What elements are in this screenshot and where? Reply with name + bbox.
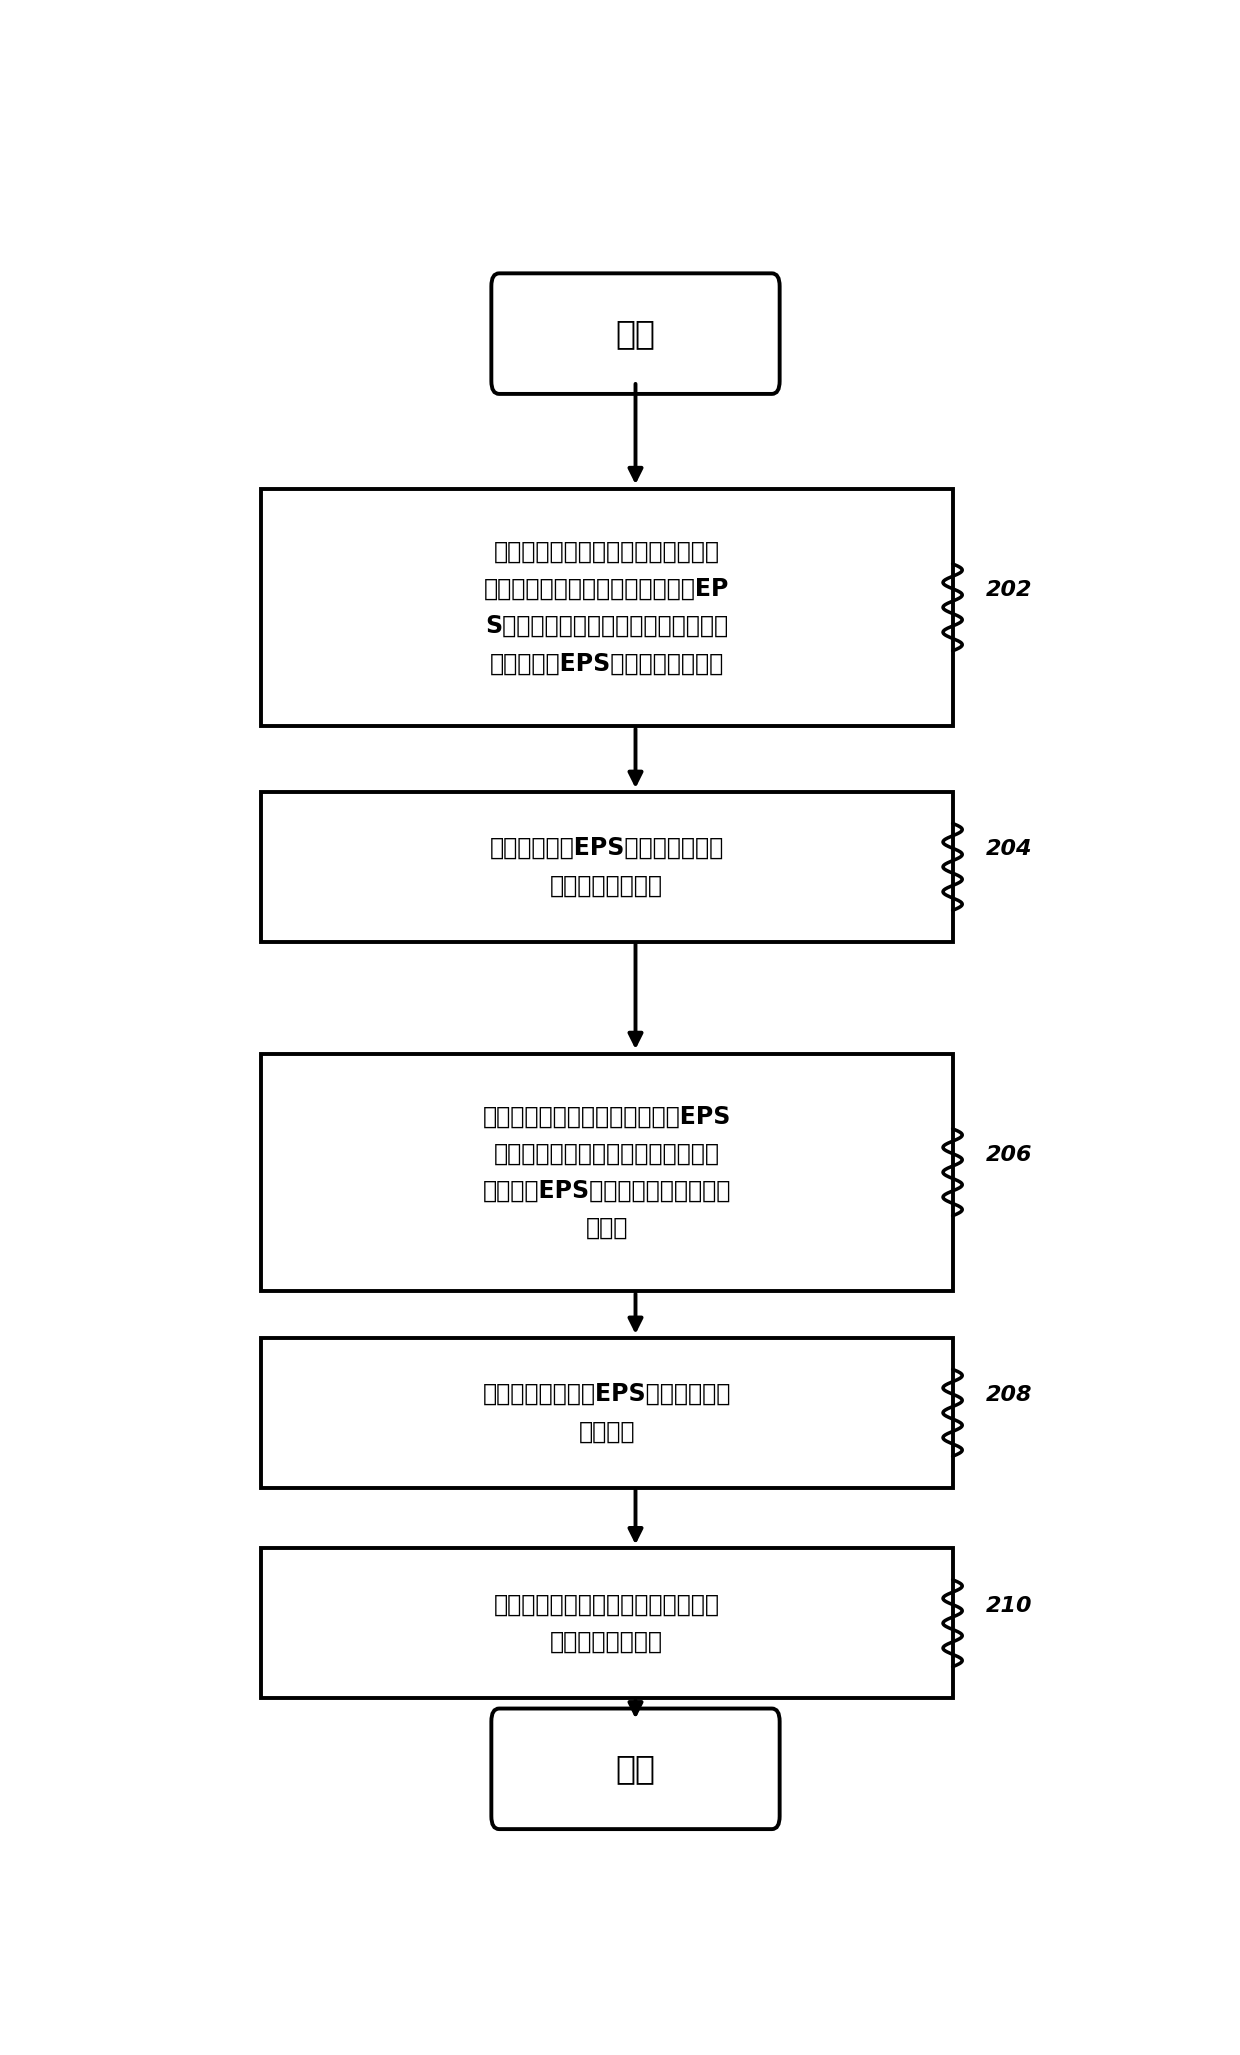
Text: 204: 204	[986, 838, 1033, 859]
Text: 根据所述检测参数生成待测试的EPS
控制器所需的模拟信号，以控制所述
待测试的EPS控制器根据所述模拟信
号运行: 根据所述检测参数生成待测试的EPS 控制器所需的模拟信号，以控制所述 待测试的E…	[482, 1104, 730, 1241]
Text: 202: 202	[986, 580, 1033, 600]
Text: 206: 206	[986, 1145, 1033, 1165]
Text: 开始: 开始	[615, 316, 656, 349]
Text: 根据所述反馈信息生成测试数据，并
展示所述测试数据: 根据所述反馈信息生成测试数据，并 展示所述测试数据	[494, 1593, 719, 1654]
Bar	[260, 489, 952, 725]
FancyBboxPatch shape	[491, 1708, 780, 1829]
Bar	[260, 1338, 952, 1488]
FancyBboxPatch shape	[491, 273, 780, 395]
Bar	[260, 1054, 952, 1291]
Text: 210: 210	[986, 1595, 1033, 1615]
Text: 208: 208	[986, 1385, 1033, 1406]
Text: 结束: 结束	[615, 1753, 656, 1786]
Bar	[260, 791, 952, 941]
Bar	[260, 1547, 952, 1697]
Text: 在检测到性能测试界面上的检测参数
设置选项被触发时，显示待测试的EP
S控制器的信息输入窗口，以供用户输
入待测试的EPS控制器的标示信息: 在检测到性能测试界面上的检测参数 设置选项被触发时，显示待测试的EP S控制器的…	[484, 538, 729, 676]
Text: 获取待测试的EPS控制器的标示信
息，以及检测参数: 获取待测试的EPS控制器的标示信 息，以及检测参数	[490, 836, 724, 898]
Text: 获取所述待测试的EPS控制器输出的
反馈信息: 获取所述待测试的EPS控制器输出的 反馈信息	[482, 1383, 730, 1443]
